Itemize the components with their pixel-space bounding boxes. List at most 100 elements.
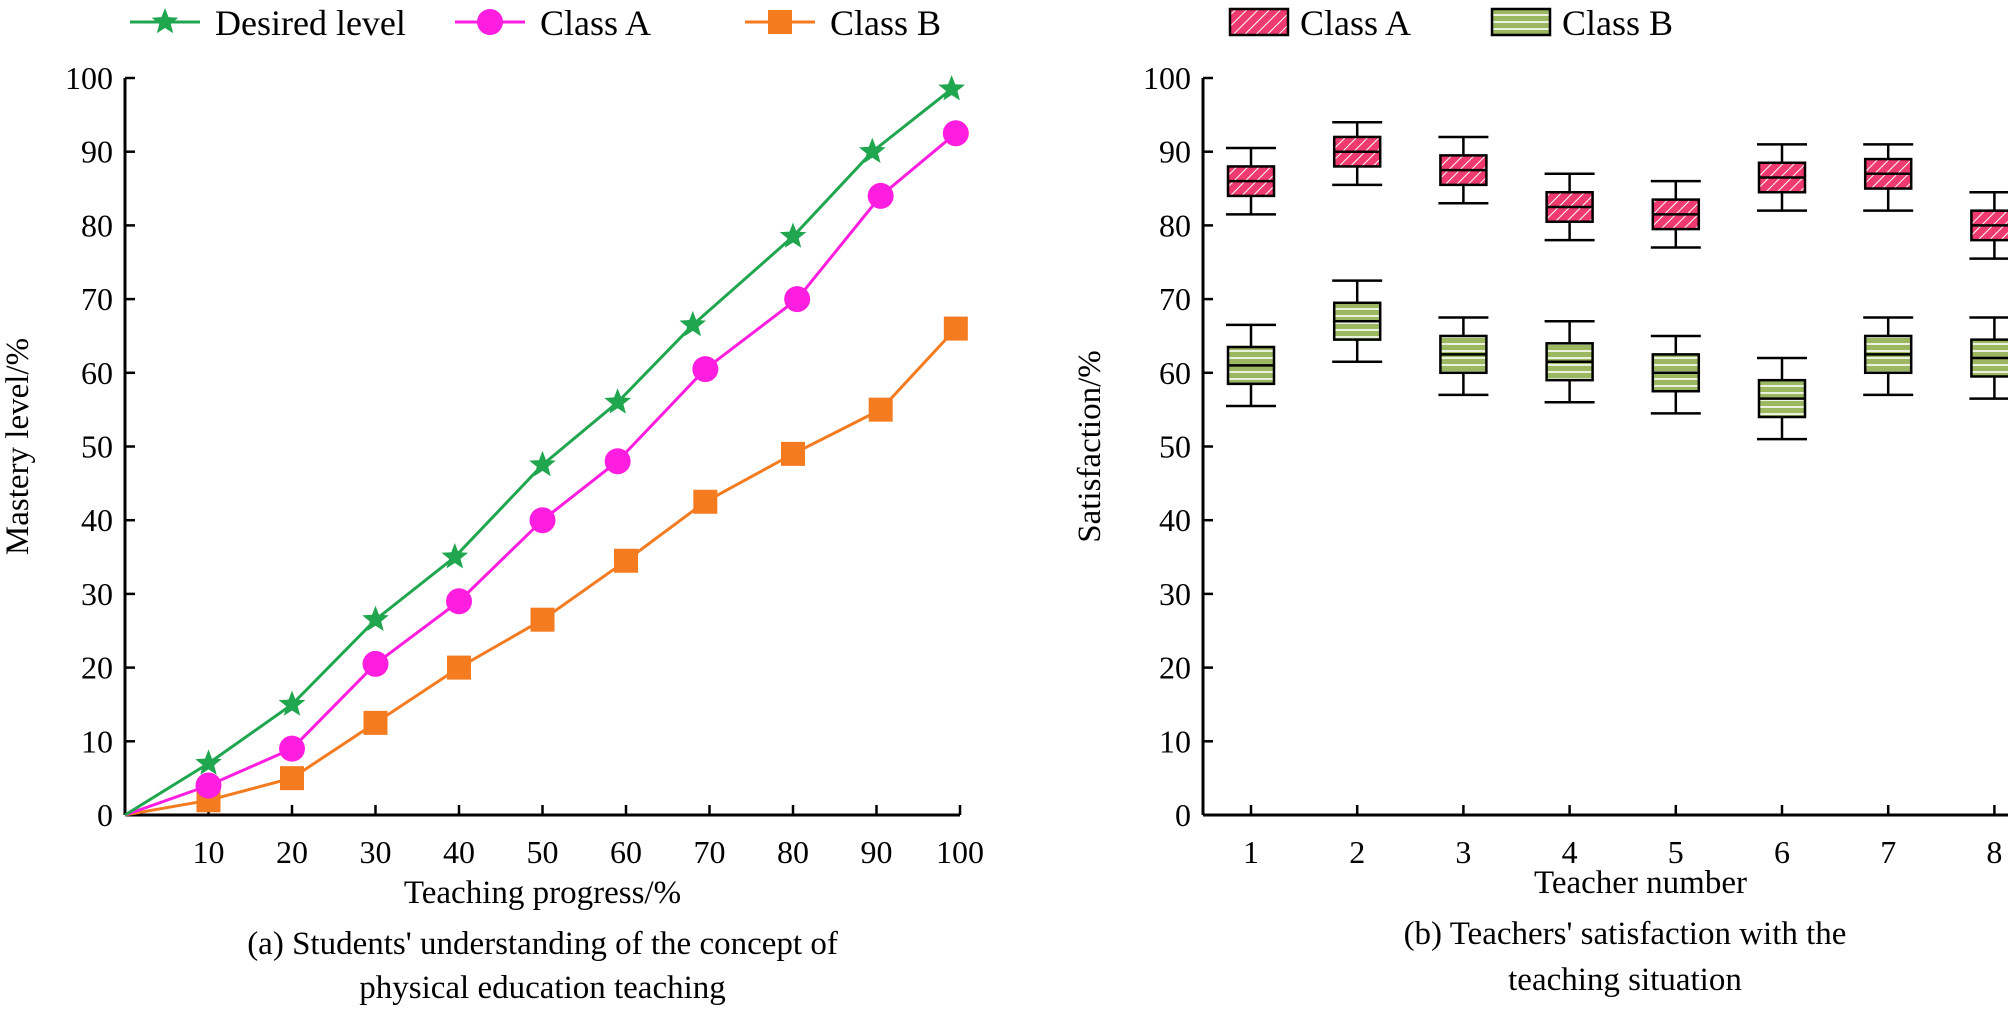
box-class-b (1650, 334, 1701, 415)
x-tick-label: 30 (360, 834, 392, 870)
box-class-a (1863, 143, 1914, 212)
data-point (446, 588, 472, 615)
series-line-1 (124, 132, 957, 817)
caption-line-2: physical education teaching (359, 970, 726, 1006)
data-point (530, 607, 555, 632)
data-point (279, 735, 305, 762)
x-tick-label: 1 (1243, 834, 1259, 870)
x-tick-label: 40 (443, 834, 475, 870)
x-tick-label: 80 (777, 834, 809, 870)
data-point (195, 772, 222, 799)
legend-marker (768, 10, 792, 34)
y-tick-label: 60 (81, 355, 113, 391)
y-tick-label: 30 (81, 576, 113, 612)
data-point (604, 388, 631, 414)
box-class-b (1863, 316, 1914, 397)
box-class-a (1226, 146, 1276, 216)
y-tick-label: 100 (65, 60, 113, 96)
y-tick-label: 20 (1159, 650, 1191, 686)
caption-line-1: (b) Teachers' satisfaction with the (1404, 916, 1847, 952)
box-class-a (1438, 135, 1489, 205)
x-tick-label: 5 (1668, 834, 1684, 870)
legend-marker (477, 9, 503, 35)
y-tick-label: 10 (1159, 723, 1191, 759)
caption-line-1: (a) Students' understanding of the conce… (247, 926, 838, 962)
x-tick-label: 50 (527, 834, 559, 870)
data-point (363, 710, 388, 735)
legend-label: Class A (1300, 3, 1411, 43)
legend-label: Class A (540, 3, 651, 43)
x-tick-label: 10 (193, 834, 225, 870)
legend-label: Class B (1562, 3, 1673, 43)
data-point (781, 441, 805, 466)
data-point (604, 448, 631, 475)
box-class-a (1544, 172, 1595, 242)
y-tick-label: 70 (81, 281, 113, 317)
x-tick-label: 2 (1349, 834, 1365, 870)
x-tick-label: 3 (1455, 834, 1471, 870)
data-point (867, 182, 894, 209)
data-point (859, 137, 886, 163)
box-class-b (1544, 319, 1595, 404)
y-tick-label: 80 (1159, 207, 1191, 243)
box-class-a (1969, 190, 2008, 260)
y-tick-label: 70 (1159, 281, 1191, 317)
data-point (693, 489, 718, 514)
box-class-a (1757, 143, 1807, 212)
y-tick-label: 90 (1159, 134, 1191, 170)
y-tick-label: 50 (1159, 429, 1191, 465)
x-tick-label: 8 (1986, 834, 2002, 870)
y-tick-label: 90 (81, 134, 113, 170)
x-tick-label: 7 (1880, 834, 1896, 870)
legend-swatch (1490, 7, 1552, 37)
y-tick-label: 40 (1159, 502, 1191, 538)
box-class-a (1650, 179, 1701, 249)
x-tick-label: 100 (936, 834, 984, 870)
x-tick-label: 70 (694, 834, 726, 870)
legend-swatch (1228, 7, 1290, 37)
legend-marker (151, 8, 179, 34)
caption-line-2: teaching situation (1508, 962, 1742, 998)
series-line-2 (124, 327, 957, 817)
y-tick-label: 20 (81, 650, 113, 686)
data-point (779, 222, 807, 248)
data-point (614, 548, 638, 573)
data-point (679, 310, 707, 337)
box-class-b (1969, 316, 2008, 400)
x-axis-title: Teacher number (1534, 865, 1747, 901)
data-point (280, 766, 304, 791)
series-line-0 (124, 87, 953, 817)
y-tick-label: 80 (81, 207, 113, 243)
x-tick-label: 90 (861, 834, 893, 870)
data-point (441, 543, 469, 569)
x-tick-label: 4 (1562, 834, 1578, 870)
y-tick-label: 60 (1159, 355, 1191, 391)
box-class-b (1332, 279, 1383, 363)
data-point (447, 655, 471, 680)
box-class-a (1332, 120, 1383, 187)
line-chart-mastery: 0 10 20 30 40 50 60 70 80 90 100 10 20 30 40 50 60 70 80 90… (0, 3, 984, 1006)
data-point (943, 316, 968, 341)
x-tick-label: 6 (1774, 834, 1790, 870)
y-tick-label: 50 (81, 429, 113, 465)
legend-label: Desired level (215, 3, 406, 43)
data-point (529, 450, 556, 477)
y-tick-label: 0 (97, 797, 113, 833)
data-point (278, 690, 306, 716)
data-point (938, 75, 965, 101)
legend-label: Class B (830, 3, 941, 43)
box-chart-satisfaction: 0 10 20 30 40 50 60 70 80 90 100 1 2 3 4 5 6 7 8 Teacher nu… (1072, 3, 2008, 998)
x-axis-title: Teaching progress/% (404, 875, 681, 911)
box-class-b (1226, 323, 1276, 408)
y-tick-label: 40 (81, 502, 113, 538)
y-tick-label: 100 (1143, 60, 1191, 96)
box-class-b (1757, 356, 1807, 441)
y-tick-label: 10 (81, 723, 113, 759)
y-tick-label: 30 (1159, 576, 1191, 612)
data-point (362, 605, 389, 631)
box-class-b (1438, 316, 1489, 397)
data-point (195, 749, 222, 775)
data-point (529, 507, 556, 534)
x-tick-label: 60 (610, 834, 642, 870)
